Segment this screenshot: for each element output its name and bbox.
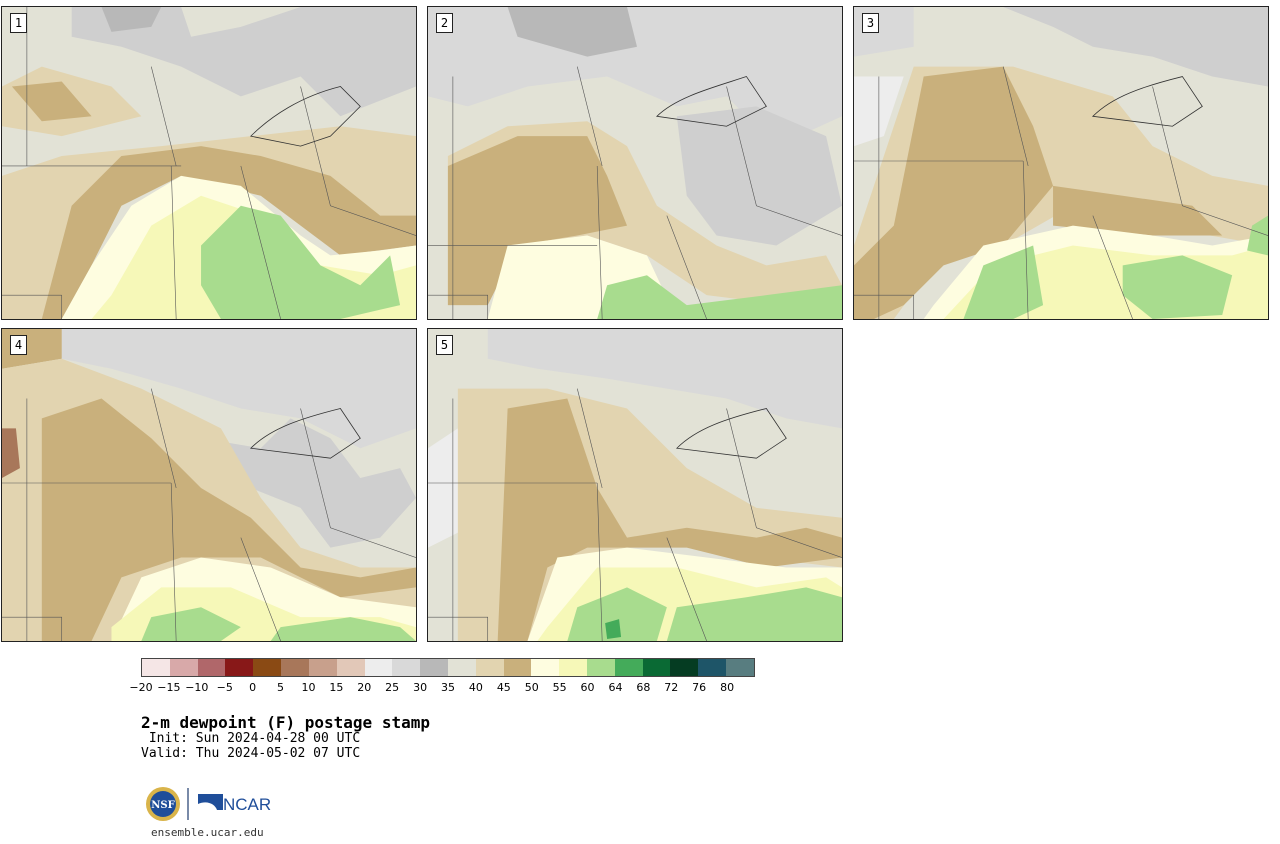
colorbar-tick: −15 — [157, 681, 181, 694]
ncar-logo-icon: NCAR — [198, 794, 271, 814]
panel-number-label: 5 — [436, 335, 453, 355]
colorbar-tick: 80 — [720, 681, 735, 694]
colorbar-tick: 76 — [692, 681, 707, 694]
colorbar-bin — [142, 659, 170, 676]
dewpoint-colorbar — [141, 658, 755, 677]
colorbar-tick: 68 — [636, 681, 651, 694]
dewpoint-map-5 — [428, 329, 842, 641]
svg-text:NCAR: NCAR — [223, 795, 271, 814]
svg-text:NSF: NSF — [151, 800, 174, 811]
dewpoint-map-4 — [2, 329, 416, 641]
colorbar-bin — [726, 659, 754, 676]
stamp-panel-1: 1 — [1, 6, 417, 320]
colorbar-bin — [531, 659, 560, 676]
colorbar-tick: −10 — [185, 681, 209, 694]
colorbar-bin — [225, 659, 254, 676]
colorbar-tick: −5 — [216, 681, 233, 694]
colorbar-tick: 60 — [580, 681, 595, 694]
init-time: Init: Sun 2024-04-28 00 UTC — [141, 731, 361, 746]
nsf-ncar-logos: NSF NCAR — [146, 787, 271, 821]
colorbar-tick: −20 — [129, 681, 153, 694]
colorbar-tick: 20 — [357, 681, 372, 694]
colorbar-bin — [336, 659, 365, 676]
colorbar-bin — [475, 659, 504, 676]
panel-number-label: 3 — [862, 13, 879, 33]
colorbar-bin — [447, 659, 476, 676]
colorbar-bin — [420, 659, 448, 676]
colorbar-bin — [308, 659, 337, 676]
colorbar-tick: 10 — [301, 681, 316, 694]
colorbar-bin — [698, 659, 727, 676]
colorbar-tick: 45 — [496, 681, 511, 694]
colorbar-bin — [392, 659, 421, 676]
stamp-panel-5: 5 — [427, 328, 843, 642]
valid-time: Valid: Thu 2024-05-02 07 UTC — [141, 746, 361, 761]
panel-number-label: 4 — [10, 335, 27, 355]
nsf-logo-icon: NSF — [146, 787, 180, 821]
colorbar-bin — [670, 659, 699, 676]
colorbar-tick: 50 — [524, 681, 539, 694]
stamp-panel-3: 3 — [853, 6, 1269, 320]
colorbar-tick: 15 — [329, 681, 344, 694]
panel-number-label: 1 — [10, 13, 27, 33]
colorbar-tick: 64 — [608, 681, 623, 694]
website-url: ensemble.ucar.edu — [151, 826, 264, 839]
colorbar-bin — [642, 659, 671, 676]
colorbar-bin — [614, 659, 643, 676]
colorbar-tick: 25 — [385, 681, 400, 694]
colorbar-bin — [364, 659, 393, 676]
figure-title: 2-m dewpoint (F) postage stamp — [141, 713, 430, 732]
dewpoint-map-2 — [428, 7, 842, 319]
stamp-panel-4: 4 — [1, 328, 417, 642]
colorbar-tick: 72 — [664, 681, 679, 694]
colorbar-bin — [169, 659, 198, 676]
colorbar-bin — [253, 659, 282, 676]
colorbar-bin — [587, 659, 615, 676]
colorbar-bin — [197, 659, 226, 676]
dewpoint-map-3 — [854, 7, 1268, 319]
colorbar-tick: 30 — [413, 681, 428, 694]
colorbar-tick: 55 — [552, 681, 567, 694]
colorbar-tick: 5 — [277, 681, 285, 694]
colorbar-bin — [503, 659, 532, 676]
colorbar-tick: 0 — [249, 681, 257, 694]
colorbar-tick-labels: −20 −15 −10 −5 0 5 10 15 20 25 30 35 40 45 50 55 60 64 68 7… — [129, 681, 755, 695]
dewpoint-map-1 — [2, 7, 416, 319]
colorbar-tick: 40 — [468, 681, 483, 694]
colorbar-bin — [559, 659, 587, 676]
colorbar-bin — [281, 659, 309, 676]
colorbar-tick: 35 — [441, 681, 455, 694]
stamp-panel-2: 2 — [427, 6, 843, 320]
panel-number-label: 2 — [436, 13, 453, 33]
